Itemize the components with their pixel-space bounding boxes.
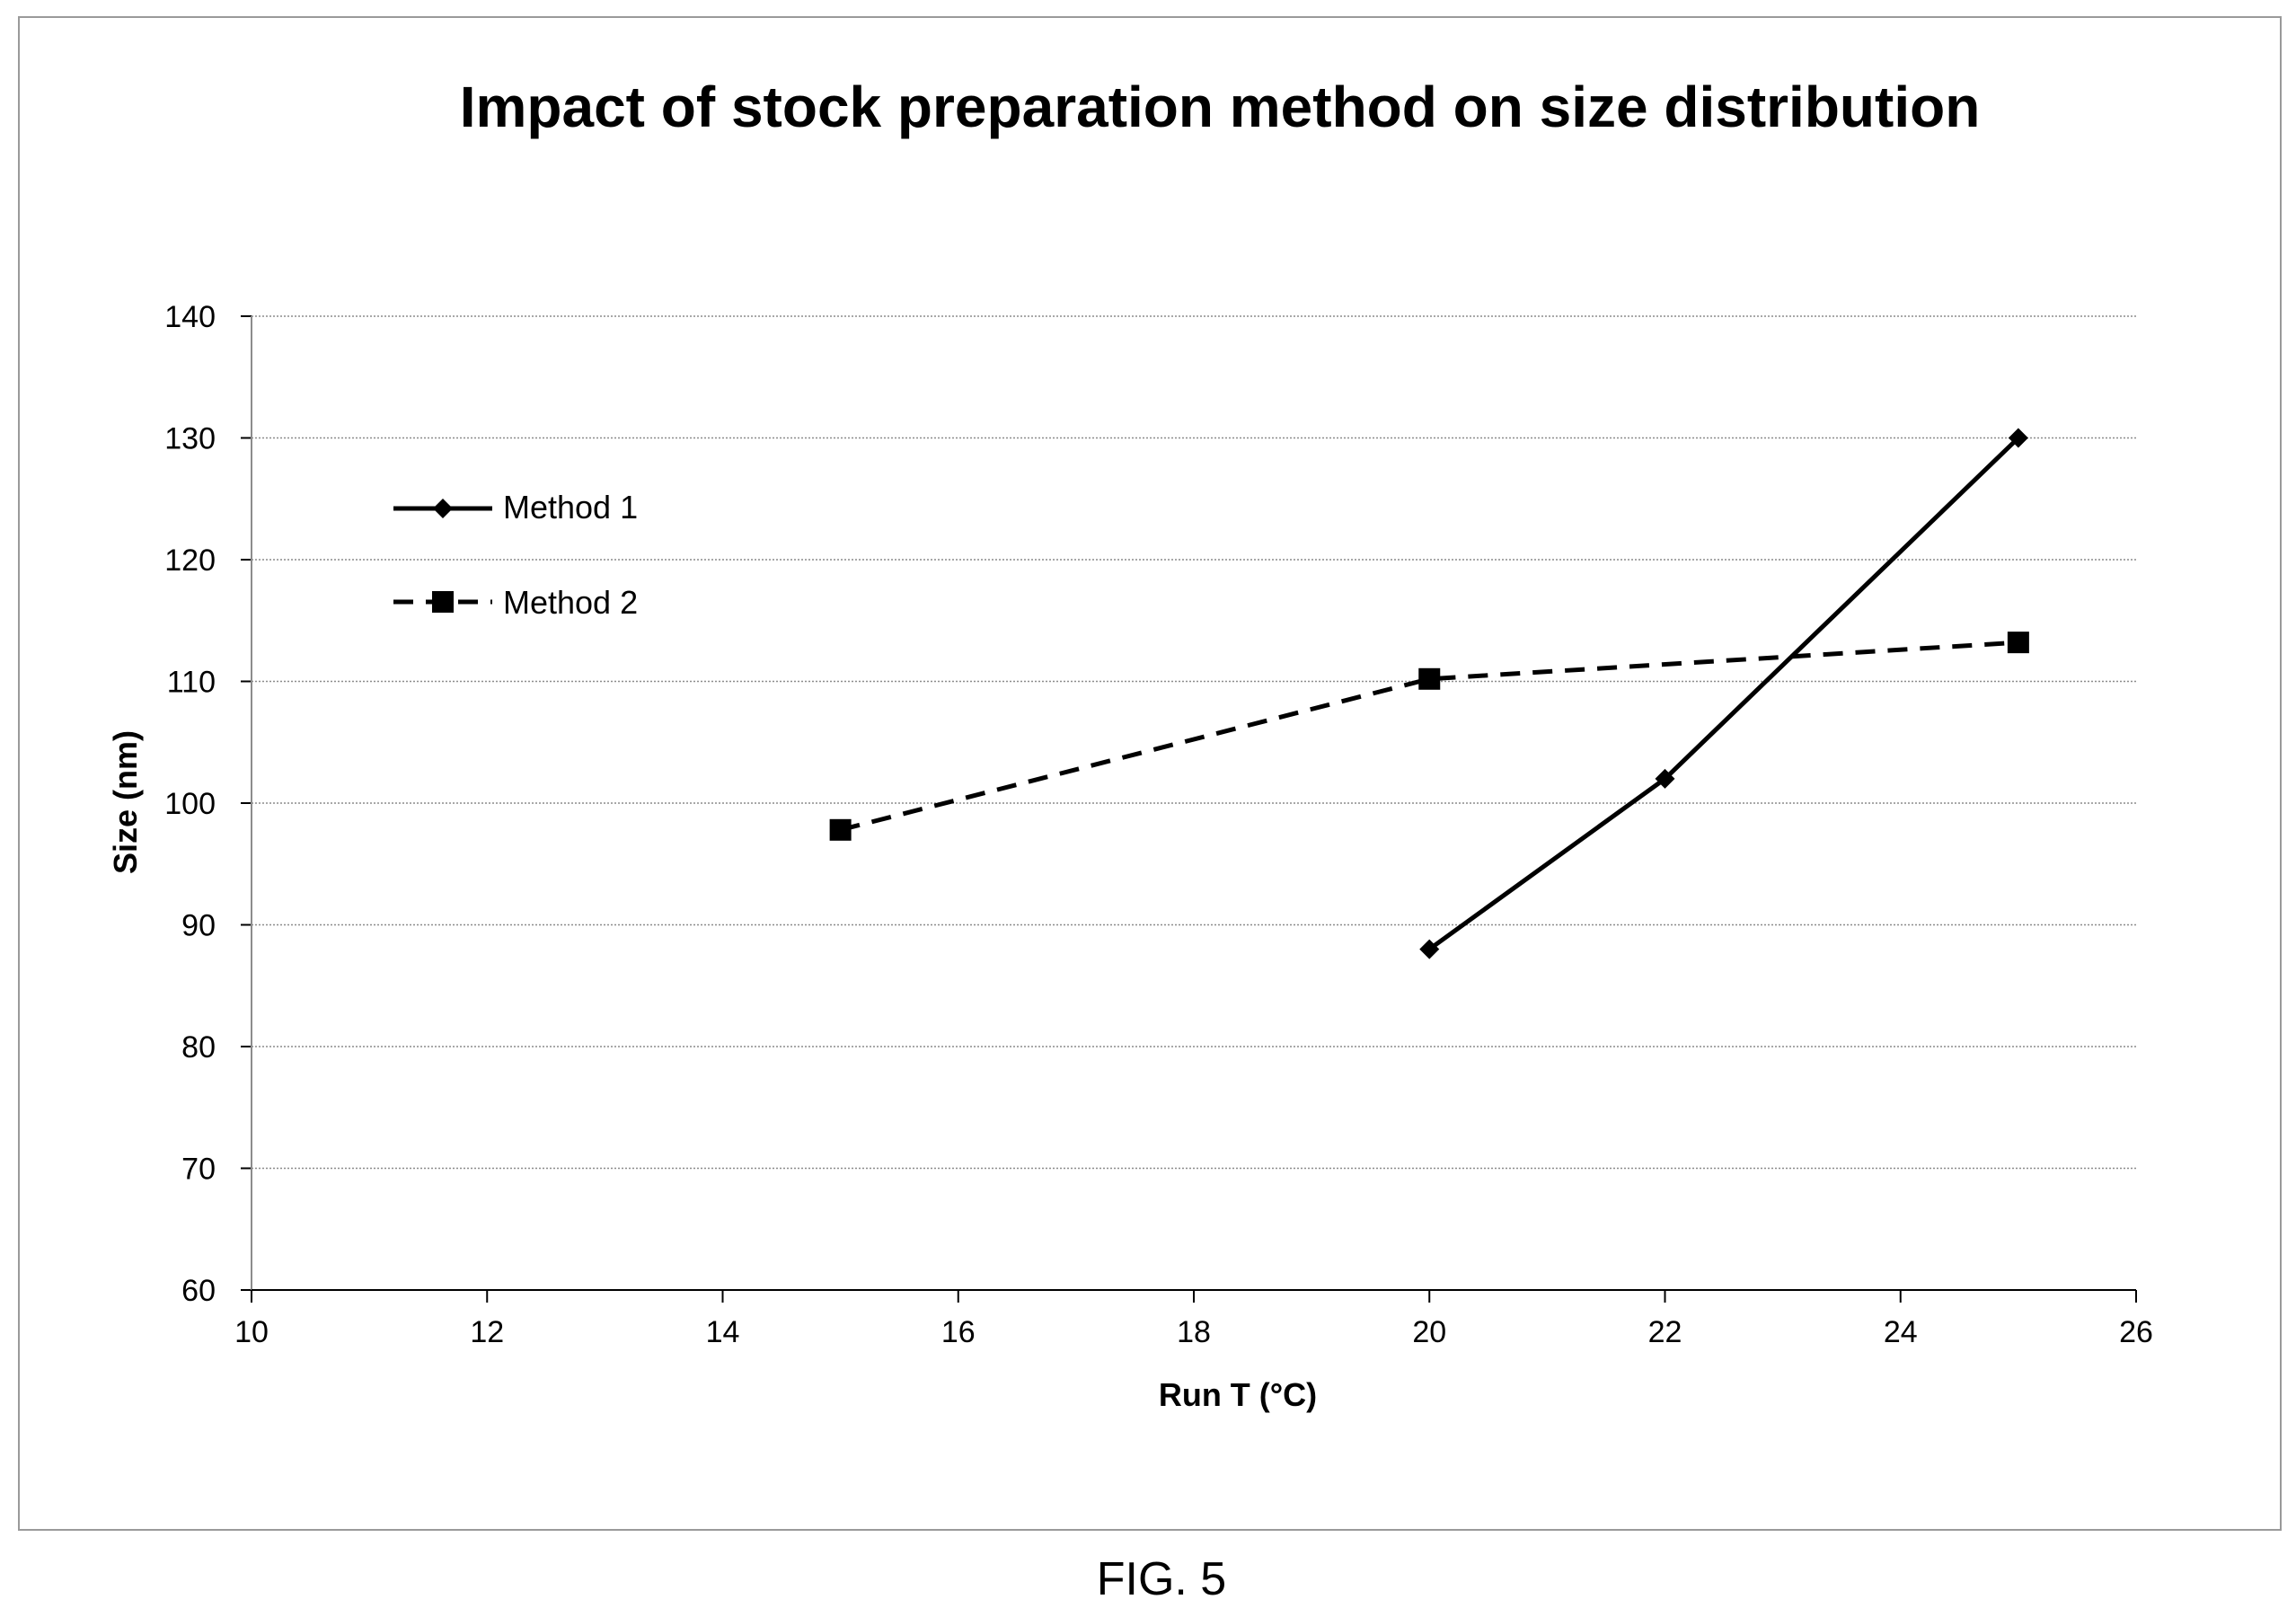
x-tick-label: 10 [234, 1315, 269, 1349]
series [829, 428, 2029, 959]
y-tick-label: 90 [181, 909, 216, 943]
gridlines [252, 315, 2136, 1291]
y-tick-label: 70 [181, 1153, 216, 1187]
axes: 60 70 80 90 100 110 120 130 140 10 12 14 16 18 20 22 24 2… [164, 300, 2153, 1349]
y-tick-label: 130 [164, 422, 216, 456]
x-axis-label: Run T (°C) [1159, 1376, 1317, 1413]
legend-marker-method-2 [432, 591, 454, 613]
data-point-method-2 [2007, 632, 2029, 654]
x-tick-label: 26 [2119, 1315, 2153, 1349]
y-tick-label: 80 [181, 1030, 216, 1065]
legend-label-method-2: Method 2 [503, 584, 639, 621]
y-tick-label: 140 [164, 300, 216, 334]
x-tick-label: 20 [1412, 1315, 1446, 1349]
y-tick-label: 110 [167, 666, 216, 700]
data-point-method-2 [829, 818, 852, 841]
x-tick-label: 16 [941, 1315, 976, 1349]
series-line-method-2 [840, 640, 2019, 833]
y-tick-label: 120 [164, 543, 216, 578]
x-tick-label: 18 [1177, 1315, 1211, 1349]
series-line-method-1 [1427, 436, 2020, 951]
x-tick-label: 22 [1648, 1315, 1682, 1349]
data-point-method-1 [1419, 939, 1440, 959]
x-tick-label: 14 [706, 1315, 740, 1349]
chart-title: Impact of stock preparation method on si… [459, 75, 1981, 139]
data-point-method-1 [1655, 768, 1675, 789]
legend-label-method-1: Method 1 [503, 489, 639, 526]
figure-caption: FIG. 5 [1096, 1553, 1227, 1605]
data-point-method-1 [2008, 428, 2028, 448]
y-axis-label: Size (nm) [107, 730, 144, 874]
x-tick-label: 12 [470, 1315, 504, 1349]
legend-marker-method-1 [433, 499, 453, 518]
y-tick-label: 60 [181, 1274, 216, 1308]
y-tick-label: 100 [164, 787, 216, 821]
chart-frame [18, 16, 2282, 1531]
data-point-method-2 [1418, 667, 1441, 690]
x-tick-label: 24 [1884, 1315, 1918, 1349]
legend [393, 499, 492, 613]
